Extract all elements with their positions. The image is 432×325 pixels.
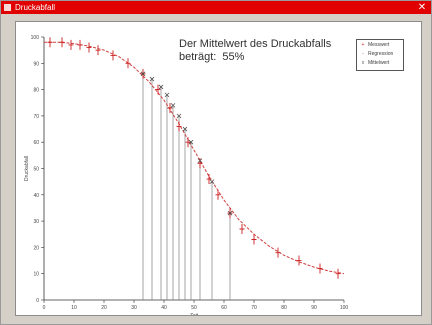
data-point-messwert	[335, 268, 341, 279]
x-tick-label: 20	[101, 305, 107, 311]
data-point-messwert	[197, 158, 203, 169]
data-point-messwert	[110, 50, 116, 61]
data-point-messwert	[215, 189, 221, 200]
data-point-mittelwert	[176, 113, 182, 119]
annotation-line-1: Der Mittelwert des Druckabfalls	[179, 38, 332, 50]
data-point-mittelwert	[182, 126, 188, 132]
data-point-messwert	[95, 45, 101, 56]
annotation-line-2: beträgt: 55%	[179, 51, 245, 63]
legend-label: Messwert	[368, 42, 390, 48]
data-point-messwert	[77, 39, 83, 50]
chart-canvas: 0 10 20 30 40 50 60 70 80 90 100 0 10 20 30 40 50 60 70 80 9…	[15, 21, 422, 316]
legend-item-regression: - Regression	[360, 51, 393, 58]
x-tick-label: 10	[71, 305, 77, 311]
data-point-messwert	[176, 121, 182, 132]
x-tick-label: 80	[281, 305, 287, 311]
x-tick-label: 100	[340, 305, 349, 311]
data-point-messwert	[317, 263, 323, 274]
legend-marker: -	[362, 51, 364, 57]
data-point-messwert	[68, 39, 74, 50]
data-point-messwert	[251, 234, 257, 245]
legend-marker: x	[361, 60, 365, 66]
y-tick-label: 60	[33, 140, 39, 146]
y-tick-label: 30	[33, 219, 39, 225]
x-tick-label: 0	[43, 305, 46, 311]
data-point-mittelwert	[209, 179, 215, 184]
y-axis-label: Druckabfall	[24, 156, 30, 181]
data-point-mittelwert	[197, 158, 203, 163]
data-point-messwert	[86, 42, 92, 53]
data-point-mittelwert	[188, 139, 194, 145]
data-point-messwert	[47, 37, 53, 48]
data-point-messwert	[239, 223, 245, 234]
y-tick-label: 20	[33, 245, 39, 251]
data-point-mittelwert	[164, 92, 170, 98]
data-point-messwert	[125, 58, 131, 69]
data-point-messwert	[155, 84, 161, 95]
data-point-messwert	[185, 137, 191, 148]
data-point-messwert	[206, 174, 212, 185]
x-axis-label: Zeit	[190, 313, 199, 315]
data-point-messwert	[59, 37, 65, 48]
legend-label: Regression	[368, 51, 394, 57]
legend-marker: +	[361, 42, 365, 48]
legend-item-mittelwert: x Mittelwert	[360, 60, 390, 67]
window-title: Druckabfall	[15, 3, 56, 12]
data-point-mittelwert	[227, 210, 233, 216]
regression-line	[44, 41, 345, 275]
app-icon	[4, 4, 11, 11]
y-tick-label: 90	[33, 61, 39, 67]
data-point-mittelwert	[140, 71, 146, 77]
data-point-messwert	[167, 103, 173, 114]
x-tick-label: 60	[221, 305, 227, 311]
data-point-messwert	[275, 247, 281, 258]
title-bar[interactable]: Druckabfall ✕	[1, 1, 431, 14]
x-tick-label: 90	[311, 305, 317, 311]
y-tick-label: 70	[33, 114, 39, 120]
x-tick-label: 40	[161, 305, 167, 311]
data-point-mittelwert	[170, 103, 176, 108]
legend-item-messwert: + Messwert	[360, 42, 390, 49]
x-tick-label: 30	[131, 305, 137, 311]
chart-svg: 0 10 20 30 40 50 60 70 80 90 100 0 10 20 30 40 50 60 70 80 9…	[24, 35, 349, 315]
data-point-mittelwert	[158, 84, 164, 90]
y-tick-label: 40	[33, 193, 39, 199]
y-tick-label: 0	[36, 298, 39, 304]
y-tick-label: 50	[33, 167, 39, 173]
close-button[interactable]: ✕	[417, 2, 427, 13]
legend-label: Mittelwert	[368, 60, 390, 66]
x-tick-label: 50	[191, 305, 197, 311]
x-tick-label: 70	[251, 305, 257, 311]
y-tick-label: 80	[33, 88, 39, 94]
mean-annotation: Der Mittelwert des Druckabfalls beträgt:…	[179, 38, 331, 64]
data-point-messwert	[296, 255, 302, 266]
y-tick-label: 100	[31, 35, 40, 41]
data-point-mittelwert	[149, 76, 155, 82]
y-tick-label: 10	[33, 272, 39, 278]
chart-legend: + Messwert - Regression x Mittelwert	[356, 39, 404, 71]
